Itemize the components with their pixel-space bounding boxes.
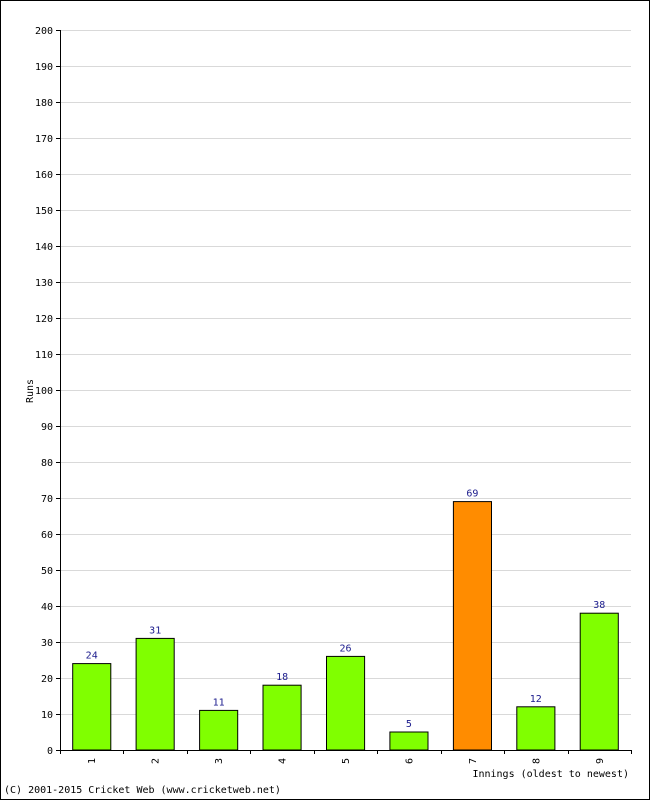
y-tick-label: 160 xyxy=(35,170,53,181)
bar xyxy=(72,663,112,751)
x-tick-label: 9 xyxy=(595,758,606,764)
y-tick-label: 190 xyxy=(35,62,53,73)
y-tick-label: 200 xyxy=(35,26,53,37)
bar xyxy=(326,655,366,751)
bar xyxy=(262,684,302,751)
data-label: 11 xyxy=(213,697,225,708)
y-tick-label: 100 xyxy=(35,386,53,397)
data-labels: 24 31 11 18 26 5 69 12 38 xyxy=(86,489,606,730)
y-tick-label: 10 xyxy=(41,710,53,721)
x-tick-label: 8 xyxy=(531,758,542,764)
bars xyxy=(72,501,619,751)
bar xyxy=(579,612,619,751)
x-tick-label: 6 xyxy=(404,758,415,764)
x-tick-label: 5 xyxy=(341,758,352,764)
y-tick-label: 170 xyxy=(35,134,53,145)
data-label: 18 xyxy=(276,672,288,683)
data-label: 24 xyxy=(86,651,98,662)
y-tick-label: 0 xyxy=(47,746,53,757)
data-label: 31 xyxy=(149,625,161,636)
y-axis-title: Runs xyxy=(25,379,36,403)
y-tick-label: 180 xyxy=(35,98,53,109)
y-tick-label: 130 xyxy=(35,278,53,289)
x-tick-label: 7 xyxy=(468,758,479,764)
y-tick-label: 30 xyxy=(41,638,53,649)
y-axis-ticks: 0 10 20 30 40 50 60 70 80 90 100 110 120 130 140 150 160… xyxy=(35,26,60,757)
y-tick-label: 50 xyxy=(41,566,53,577)
y-tick-label: 80 xyxy=(41,458,53,469)
bar xyxy=(389,731,429,751)
bar xyxy=(516,706,556,751)
y-tick-label: 60 xyxy=(41,530,53,541)
y-tick-label: 20 xyxy=(41,674,53,685)
x-axis-title: Innings (oldest to newest) xyxy=(472,769,629,780)
bar xyxy=(452,501,492,751)
y-tick-label: 120 xyxy=(35,314,53,325)
data-label: 5 xyxy=(406,719,412,730)
x-tick-label: 3 xyxy=(214,758,225,764)
x-axis-ticks: 1 2 3 4 5 6 7 8 9 xyxy=(60,750,632,764)
data-label: 69 xyxy=(466,489,478,500)
data-label: 38 xyxy=(593,600,605,611)
bar xyxy=(135,637,175,751)
y-tick-label: 40 xyxy=(41,602,53,613)
y-tick-label: 150 xyxy=(35,206,53,217)
bar xyxy=(199,709,239,751)
y-tick-label: 90 xyxy=(41,422,53,433)
x-tick-label: 1 xyxy=(87,758,98,764)
copyright-notice: (C) 2001-2015 Cricket Web (www.cricketwe… xyxy=(4,785,281,796)
x-tick-label: 4 xyxy=(278,758,289,764)
y-tick-label: 70 xyxy=(41,494,53,505)
y-tick-label: 110 xyxy=(35,350,53,361)
data-label: 26 xyxy=(339,643,351,654)
y-tick-label: 140 xyxy=(35,242,53,253)
grid-lines xyxy=(60,30,631,715)
data-label: 12 xyxy=(530,694,542,705)
x-tick-label: 2 xyxy=(151,758,162,764)
